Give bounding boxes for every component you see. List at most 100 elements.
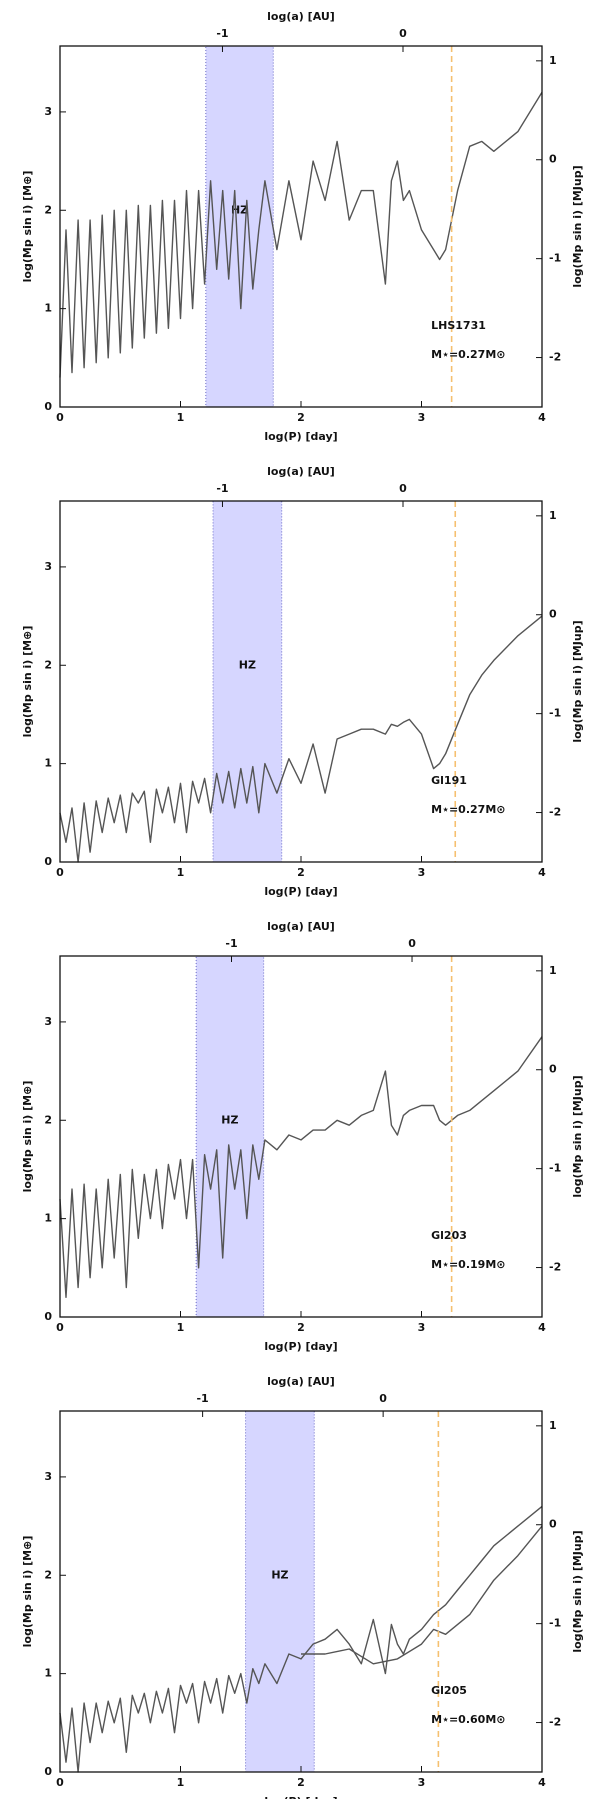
y-tick-label: 1 — [44, 1212, 52, 1225]
x2-tick-label: -1 — [225, 937, 237, 950]
star-name: Gl205 — [431, 1684, 467, 1697]
y-axis-label: log(Mp sin i) [M⊕] — [21, 1536, 34, 1648]
y-axis-label: log(Mp sin i) [M⊕] — [21, 626, 34, 738]
y2-tick-label: 1 — [549, 509, 557, 522]
x-tick-label: 0 — [56, 1321, 64, 1334]
y-tick-label: 3 — [44, 560, 52, 573]
x-tick-label: 0 — [56, 1776, 64, 1789]
y-tick-label: 0 — [44, 855, 52, 868]
x-axis-label: log(P) [day] — [264, 885, 337, 898]
detection-limit — [59, 1505, 543, 1773]
detection-limit — [301, 1525, 543, 1665]
habitable-zone — [205, 45, 274, 408]
y-tick-label: 3 — [44, 105, 52, 118]
y2-tick-label: 0 — [549, 608, 557, 621]
star-mass: M⋆=0.60M⊙ — [431, 1713, 505, 1726]
y2-axis-label: log(Mp sin i) [MJup] — [571, 165, 584, 287]
detection-limit — [59, 1036, 543, 1298]
x-tick-label: 3 — [418, 1776, 426, 1789]
x-tick-label: 4 — [538, 1321, 546, 1334]
y-axis-label: log(Mp sin i) [M⊕] — [21, 1081, 34, 1193]
y-tick-label: 0 — [44, 400, 52, 413]
star-name: LHS1731 — [431, 319, 486, 332]
y-tick-label: 1 — [44, 1667, 52, 1680]
y2-axis-label: log(Mp sin i) [MJup] — [571, 1075, 584, 1197]
y2-tick-label: -2 — [549, 1261, 561, 1274]
y2-axis-label: log(Mp sin i) [MJup] — [571, 1530, 584, 1652]
habitable-zone — [212, 500, 283, 863]
x2-tick-label: -1 — [196, 1392, 208, 1405]
y-tick-label: 1 — [44, 757, 52, 770]
hz-label: HZ — [239, 658, 256, 671]
y2-tick-label: 1 — [549, 54, 557, 67]
star-mass: M⋆=0.27M⊙ — [431, 348, 505, 361]
y-tick-label: 2 — [44, 1113, 52, 1126]
y-tick-label: 0 — [44, 1765, 52, 1778]
star-mass: M⋆=0.27M⊙ — [431, 803, 505, 816]
habitable-zone — [195, 955, 265, 1318]
y2-tick-label: -2 — [549, 351, 561, 364]
x2-tick-label: -1 — [216, 27, 228, 40]
y2-tick-label: -2 — [549, 1716, 561, 1729]
y2-tick-label: 1 — [549, 964, 557, 977]
x2-tick-label: 0 — [379, 1392, 387, 1405]
x-tick-label: 2 — [297, 411, 305, 424]
y-axis-label: log(Mp sin i) [M⊕] — [21, 171, 34, 283]
x-tick-label: 1 — [177, 1776, 185, 1789]
x-tick-label: 1 — [177, 1321, 185, 1334]
x-tick-label: 0 — [56, 411, 64, 424]
y-tick-label: 2 — [44, 658, 52, 671]
detection-limit — [59, 615, 543, 863]
x-tick-label: 2 — [297, 1321, 305, 1334]
y-tick-label: 1 — [44, 302, 52, 315]
x-tick-label: 3 — [418, 866, 426, 879]
y2-tick-label: -1 — [549, 252, 561, 265]
y2-tick-label: 0 — [549, 153, 557, 166]
star-name: Gl191 — [431, 774, 467, 787]
y2-tick-label: -1 — [549, 1162, 561, 1175]
y2-tick-label: -1 — [549, 707, 561, 720]
x2-axis-label: log(a) [AU] — [267, 465, 335, 478]
y2-tick-label: -2 — [549, 806, 561, 819]
x-tick-label: 4 — [538, 411, 546, 424]
y2-tick-label: 0 — [549, 1518, 557, 1531]
x2-tick-label: 0 — [399, 27, 407, 40]
x2-tick-label: 0 — [408, 937, 416, 950]
hz-label: HZ — [221, 1113, 238, 1126]
x-tick-label: 3 — [418, 411, 426, 424]
y2-tick-label: 0 — [549, 1063, 557, 1076]
y-tick-label: 2 — [44, 203, 52, 216]
x-tick-label: 2 — [297, 866, 305, 879]
y-tick-label: 2 — [44, 1568, 52, 1581]
y-tick-label: 3 — [44, 1470, 52, 1483]
x-tick-label: 1 — [177, 411, 185, 424]
y2-axis-label: log(Mp sin i) [MJup] — [571, 620, 584, 742]
star-mass: M⋆=0.19M⊙ — [431, 1258, 505, 1271]
x-axis-label: log(P) [day] — [264, 1795, 337, 1799]
x2-axis-label: log(a) [AU] — [267, 10, 335, 23]
x-axis-label: log(P) [day] — [264, 430, 337, 443]
star-name: Gl203 — [431, 1229, 467, 1242]
x2-axis-label: log(a) [AU] — [267, 920, 335, 933]
x2-axis-label: log(a) [AU] — [267, 1375, 335, 1388]
y2-tick-label: 1 — [549, 1419, 557, 1432]
detection-limit — [59, 91, 543, 378]
x2-tick-label: 0 — [399, 482, 407, 495]
x-axis-label: log(P) [day] — [264, 1340, 337, 1353]
x-tick-label: 4 — [538, 1776, 546, 1789]
x2-tick-label: -1 — [216, 482, 228, 495]
x-tick-label: 1 — [177, 866, 185, 879]
x-tick-label: 2 — [297, 1776, 305, 1789]
x-tick-label: 4 — [538, 866, 546, 879]
x-tick-label: 3 — [418, 1321, 426, 1334]
y-tick-label: 0 — [44, 1310, 52, 1323]
habitable-zone — [245, 1410, 315, 1773]
x-tick-label: 0 — [56, 866, 64, 879]
hz-label: HZ — [271, 1568, 288, 1581]
y-tick-label: 3 — [44, 1015, 52, 1028]
